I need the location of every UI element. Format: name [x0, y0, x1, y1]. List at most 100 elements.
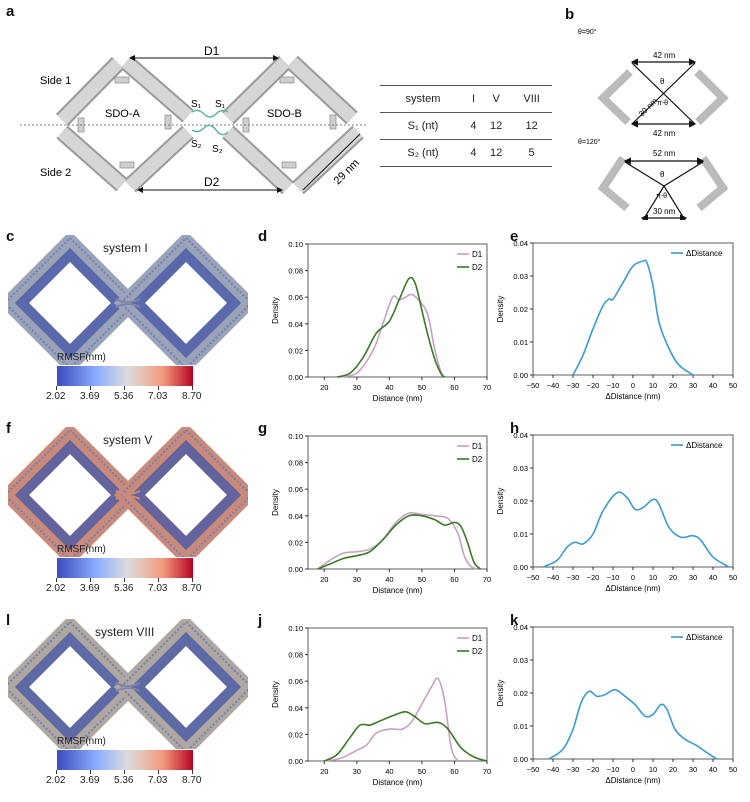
colorbar-tick — [192, 386, 193, 390]
colorbar-tick-label: 5.36 — [114, 391, 134, 402]
y-tick-label: 0.00 — [288, 373, 303, 382]
rmsf-structure-render — [8, 619, 248, 749]
table-row: S₂ (nt) 4 12 5 — [380, 140, 552, 167]
y-tick-label: 0.00 — [513, 755, 528, 764]
colorbar-tick — [124, 386, 125, 390]
y-tick-label: 0.02 — [288, 538, 303, 547]
y-tick-label: 0.08 — [288, 267, 303, 276]
x-tick-label: 20 — [669, 765, 677, 774]
x-tick-label: 0 — [631, 765, 635, 774]
table-header: V — [492, 93, 500, 105]
angle-120-label: θ=120° — [578, 138, 601, 146]
origami-dimer-diagram: D1 D2 Side 1 Side 2 SDO-A SDO-B S₁ S₁ S₂… — [20, 44, 368, 195]
y-tick-label: 0.03 — [513, 656, 528, 665]
y-tick-label: 0.00 — [513, 371, 528, 380]
colorbar-tick — [90, 386, 91, 390]
series-line-d1 — [340, 293, 446, 378]
colorbar-tick-label: 8.70 — [182, 391, 202, 402]
x-tick-label: 20 — [320, 575, 328, 584]
series-line-delta-distance — [572, 259, 694, 376]
y-tick-label: 0.10 — [288, 432, 303, 441]
x-tick-label: 40 — [709, 573, 717, 582]
y-tick-label: 0.02 — [513, 689, 528, 698]
y-tick-label: 0.08 — [288, 459, 303, 468]
x-tick-label: 40 — [385, 383, 393, 392]
colorbar-tick-label: 2.02 — [46, 391, 66, 402]
plot-frame — [307, 435, 488, 570]
x-tick-label: 40 — [709, 381, 717, 390]
bottom-width-label: 42 nm — [653, 129, 676, 138]
table-cell: 4 — [470, 147, 477, 159]
linker-s1 — [191, 109, 229, 118]
panel-label-g: g — [258, 420, 268, 437]
angle-90-label: θ=90° — [578, 28, 597, 36]
x-tick-label: 40 — [709, 765, 717, 774]
side1-label: Side 1 — [40, 75, 71, 87]
x-tick-label: −40 — [547, 573, 560, 582]
x-tick-label: −40 — [547, 381, 560, 390]
side2-label: Side 2 — [40, 167, 71, 179]
bottom-width-label-120: 30 nm — [653, 207, 676, 216]
colorbar-label: RMSF(nm) — [57, 544, 106, 555]
y-tick-label: 0.06 — [288, 677, 303, 686]
colorbar-tick-label: 2.02 — [46, 775, 66, 786]
pi-theta-label-120: π-θ — [656, 193, 667, 200]
y-axis-label: Density — [271, 297, 280, 324]
x-tick-label: −50 — [527, 381, 540, 390]
structure-title: system I — [103, 241, 148, 255]
legend-label: D2 — [472, 647, 483, 656]
top-width-label: 42 nm — [653, 51, 676, 60]
legend-label: D1 — [472, 250, 483, 259]
s1-label-right: S₁ — [215, 99, 226, 110]
legend-label: ΔDistance — [686, 441, 723, 450]
colorbar-tick-label: 7.03 — [148, 391, 168, 402]
panel-label-a: a — [6, 3, 15, 20]
angle-geometry-diagram: θ=90° 42 nm θ π-θ 30 nm 42 nm θ=120° 52 … — [578, 28, 729, 220]
colorbar-tick-label: 8.70 — [182, 775, 202, 786]
x-tick-label: 30 — [689, 765, 697, 774]
colorbar-tick-label: 3.69 — [80, 775, 100, 786]
y-tick-label: 0.04 — [288, 320, 303, 329]
x-axis-label: Distance (nm) — [373, 778, 423, 787]
x-tick-label: 0 — [631, 573, 635, 582]
colorbar-label: RMSF(nm) — [57, 736, 106, 747]
y-axis-label: Density — [496, 680, 505, 707]
colorbar-tick-label: 5.36 — [114, 775, 134, 786]
panel-label-f: f — [6, 420, 11, 437]
colorbar-tick — [192, 578, 193, 582]
rmsf-colorbar — [57, 750, 193, 770]
y-tick-label: 0.01 — [513, 338, 528, 347]
table-header: system — [405, 93, 441, 105]
y-tick-label: 0.02 — [288, 346, 303, 355]
theta-label: θ — [660, 77, 665, 86]
y-tick-label: 0.08 — [288, 651, 303, 660]
x-tick-label: −40 — [547, 765, 560, 774]
x-tick-label: −30 — [567, 381, 580, 390]
y-tick-label: 0.06 — [288, 293, 303, 302]
y-axis-label: Density — [496, 488, 505, 515]
x-tick-label: 30 — [689, 381, 697, 390]
plot-frame — [532, 626, 734, 760]
colorbar-tick-label: 7.03 — [148, 583, 168, 594]
x-tick-label: 10 — [649, 381, 657, 390]
table-cell: 5 — [528, 147, 535, 159]
colorbar-tick — [158, 386, 159, 390]
x-tick-label: 60 — [450, 575, 458, 584]
x-tick-label: 40 — [385, 575, 393, 584]
legend-label: ΔDistance — [686, 633, 723, 642]
x-tick-label: 50 — [418, 383, 426, 392]
length-bar — [302, 133, 361, 191]
y-tick-label: 0.02 — [513, 305, 528, 314]
s2-label-right: S₂ — [212, 144, 223, 155]
colorbar-label: RMSF(nm) — [57, 352, 106, 363]
pi-theta-label: π-θ — [657, 100, 668, 107]
colorbar-tick — [90, 770, 91, 774]
x-tick-label: 30 — [353, 575, 361, 584]
table-header: I — [471, 93, 476, 105]
plot-frame — [307, 627, 488, 762]
colorbar-tick-label: 3.69 — [80, 583, 100, 594]
plot-frame — [307, 243, 488, 378]
legend-label: D1 — [472, 442, 483, 451]
colorbar-tick — [124, 770, 125, 774]
rmsf-structure-render — [8, 235, 248, 365]
